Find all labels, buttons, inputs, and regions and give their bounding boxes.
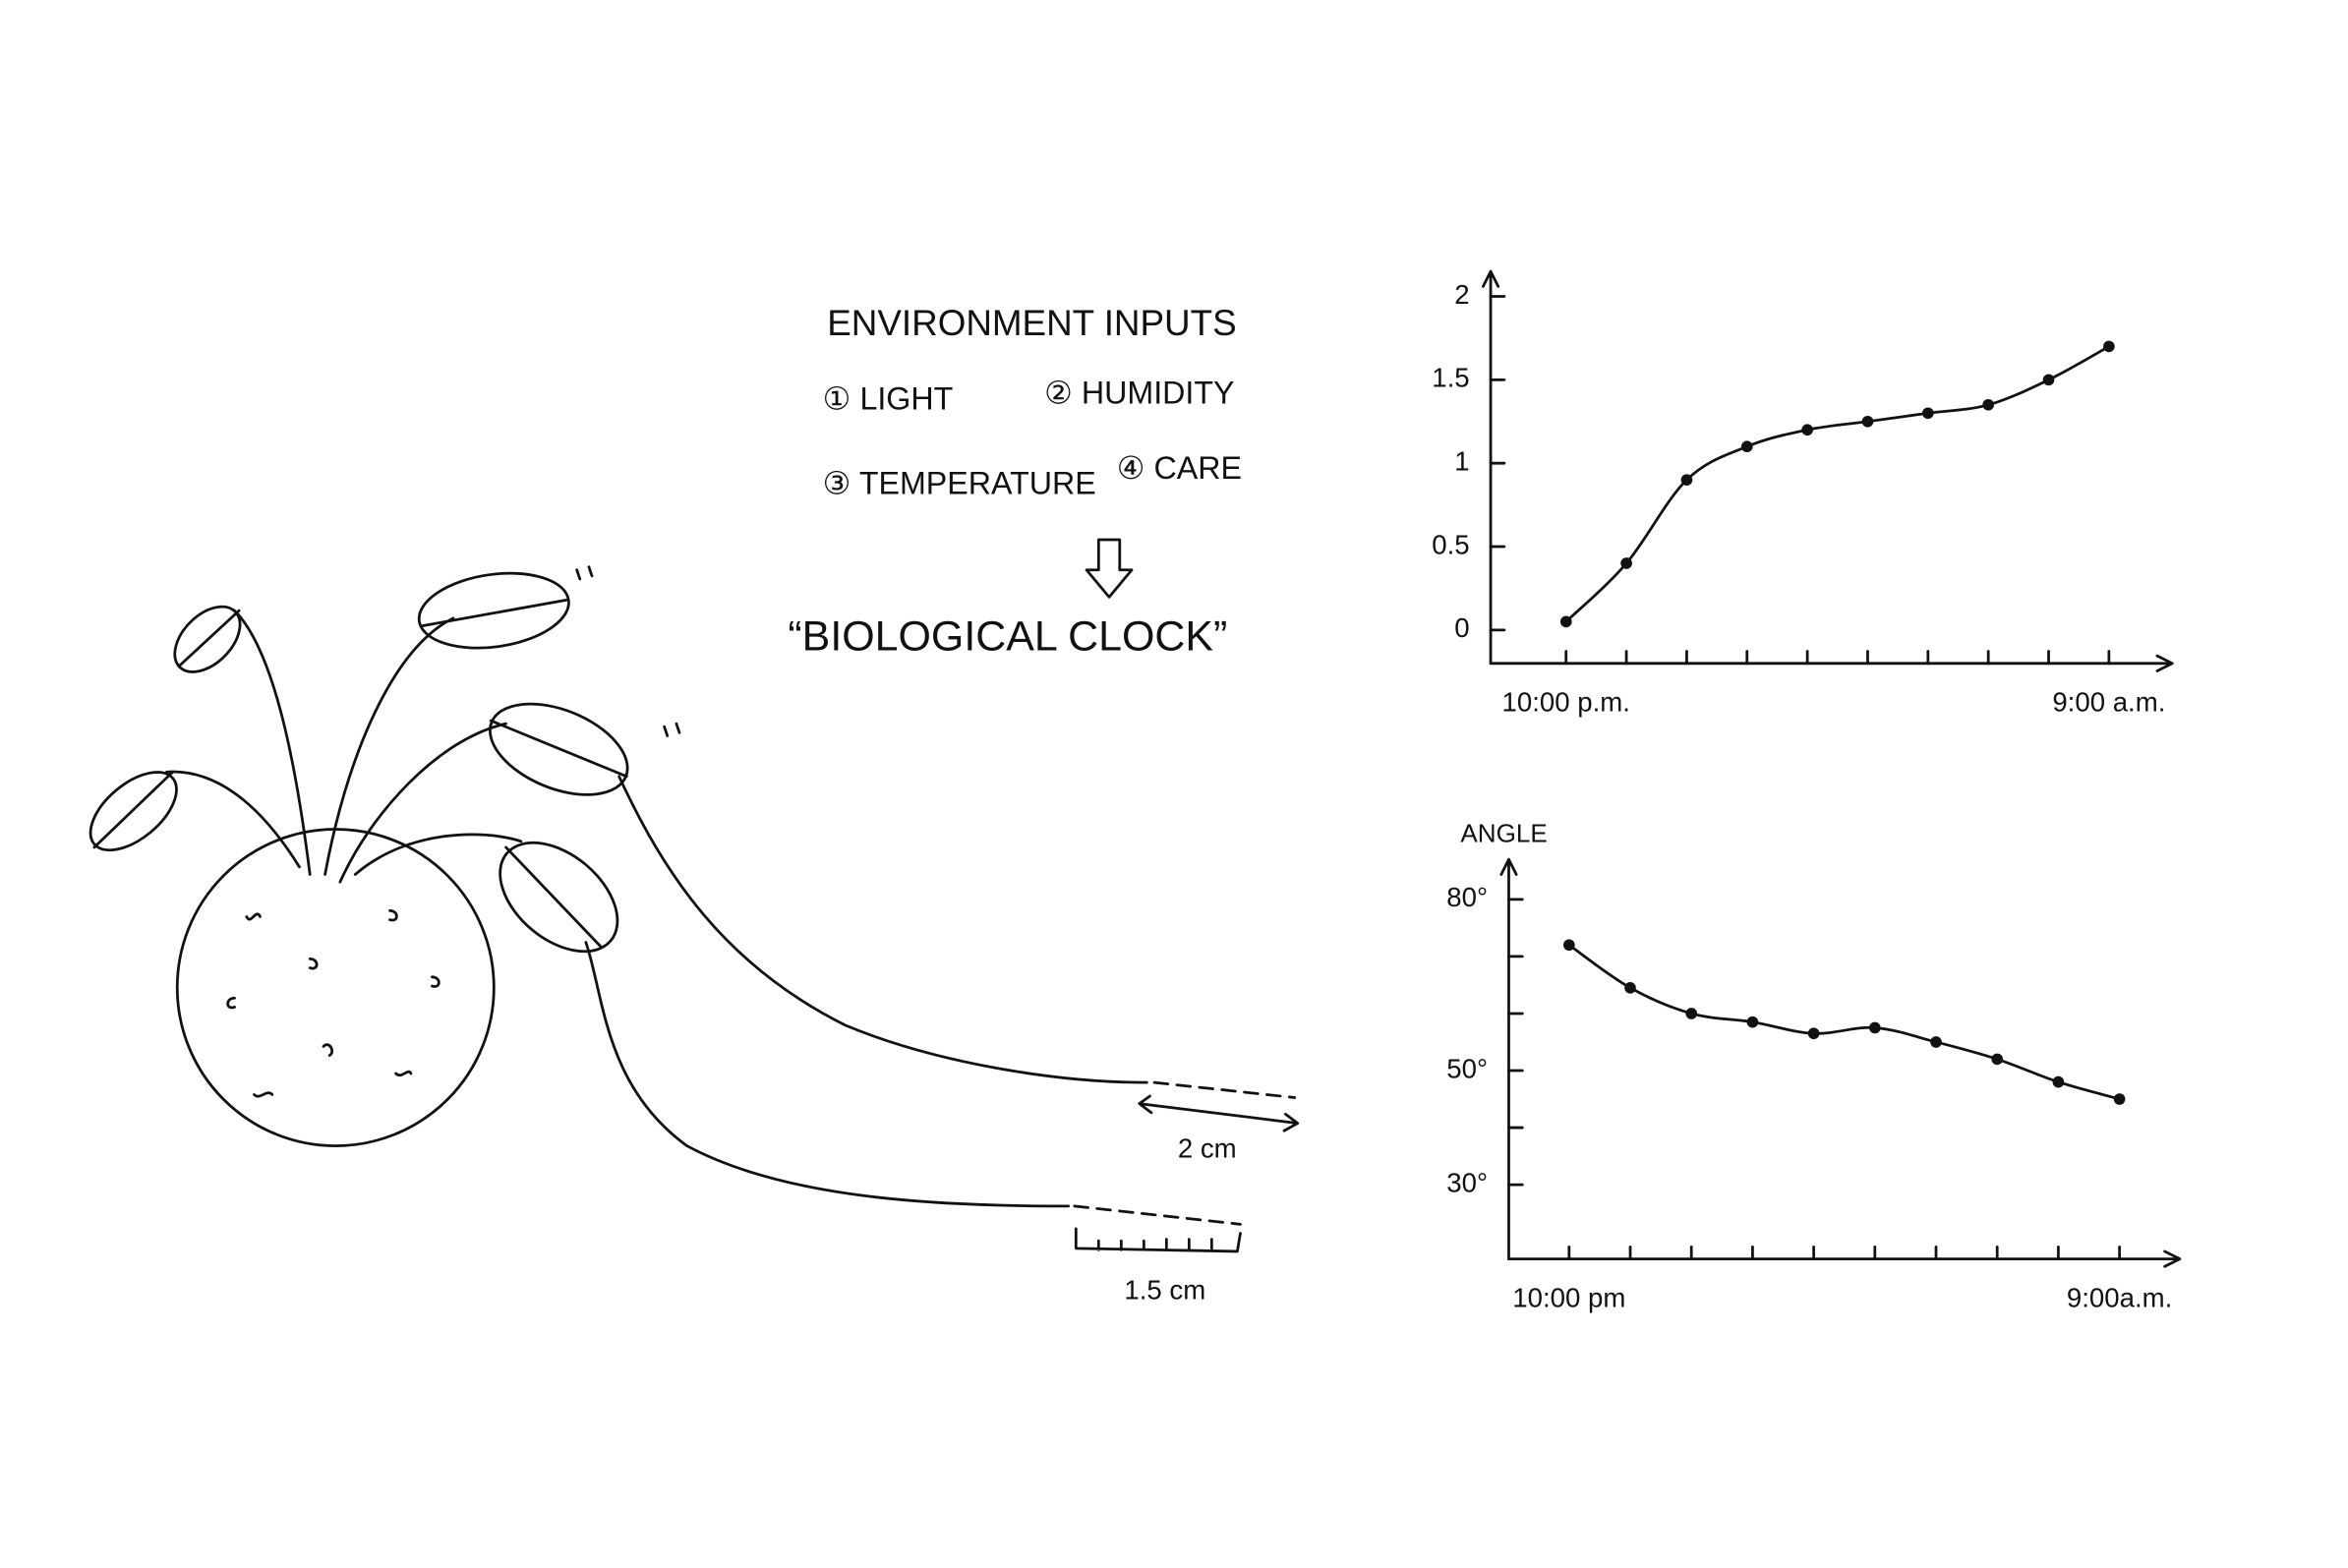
growth-label: 1.5 cm	[1124, 1275, 1205, 1306]
y-axis-title: ANGLE	[1460, 819, 1547, 848]
y-tick-label: 50°	[1446, 1053, 1488, 1083]
data-point	[1982, 398, 1995, 411]
axis	[1499, 857, 1518, 1260]
data-point	[1991, 1053, 2004, 1066]
y-tick-label: 2	[1454, 279, 1469, 310]
input-item: ① LIGHT	[823, 380, 954, 416]
data-point	[1624, 981, 1636, 994]
input-item: ② HUMIDITY	[1044, 375, 1234, 410]
down-arrow	[1085, 538, 1134, 599]
y-tick-label: 1.5	[1432, 363, 1469, 393]
inputs-title: ENVIRONMENT INPUTS	[827, 303, 1236, 343]
data-point	[1921, 407, 1934, 420]
data-point	[1562, 939, 1575, 952]
data-point	[1620, 557, 1632, 569]
y-tick-label: 1	[1454, 445, 1469, 476]
x-tick-label: 10:00 p.m.	[1502, 687, 1630, 718]
x-tick-label: 10:00 pm	[1512, 1282, 1625, 1312]
y-tick-label: 30°	[1446, 1167, 1488, 1197]
input-item: ④ CARE	[1117, 450, 1242, 486]
axis	[1489, 654, 2174, 672]
y-tick-label: 0	[1454, 612, 1469, 643]
data-line	[1564, 345, 2111, 623]
result-label: “BIOLOGICAL CLOCK”	[788, 613, 1227, 661]
data-point	[1740, 440, 1753, 453]
data-point	[1680, 474, 1693, 486]
input-item: ③ TEMPERATURE	[823, 465, 1096, 500]
data-point	[1861, 415, 1874, 428]
y-tick-label: 80°	[1446, 882, 1488, 912]
plant	[88, 565, 1300, 1253]
data-point	[1807, 1027, 1820, 1040]
data-line	[1567, 943, 2121, 1101]
data-point	[1559, 615, 1572, 628]
data-point	[2103, 340, 2115, 353]
data-point	[1685, 1008, 1698, 1019]
axis	[1507, 1249, 2182, 1268]
y-tick-label: 0.5	[1432, 529, 1469, 559]
data-point	[1868, 1021, 1881, 1034]
x-tick-label: 9:00a.m.	[2067, 1282, 2172, 1312]
data-point	[2052, 1075, 2065, 1088]
x-tick-label: 9:00 a.m.	[2052, 687, 2165, 718]
data-point	[1746, 1016, 1759, 1028]
data-point	[2042, 374, 2055, 386]
data-point	[1930, 1036, 1942, 1048]
data-point	[1801, 424, 1813, 436]
data-point	[2113, 1093, 2126, 1105]
growth-label: 2 cm	[1178, 1132, 1237, 1163]
axis	[1482, 269, 1500, 666]
